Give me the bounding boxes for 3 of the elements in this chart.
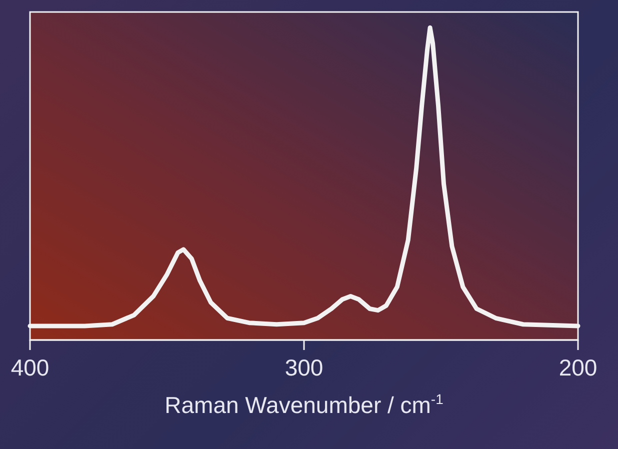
x-tick-label: 300 xyxy=(284,354,324,380)
x-tick-label: 200 xyxy=(558,354,598,380)
x-tick-label: 400 xyxy=(10,354,50,380)
